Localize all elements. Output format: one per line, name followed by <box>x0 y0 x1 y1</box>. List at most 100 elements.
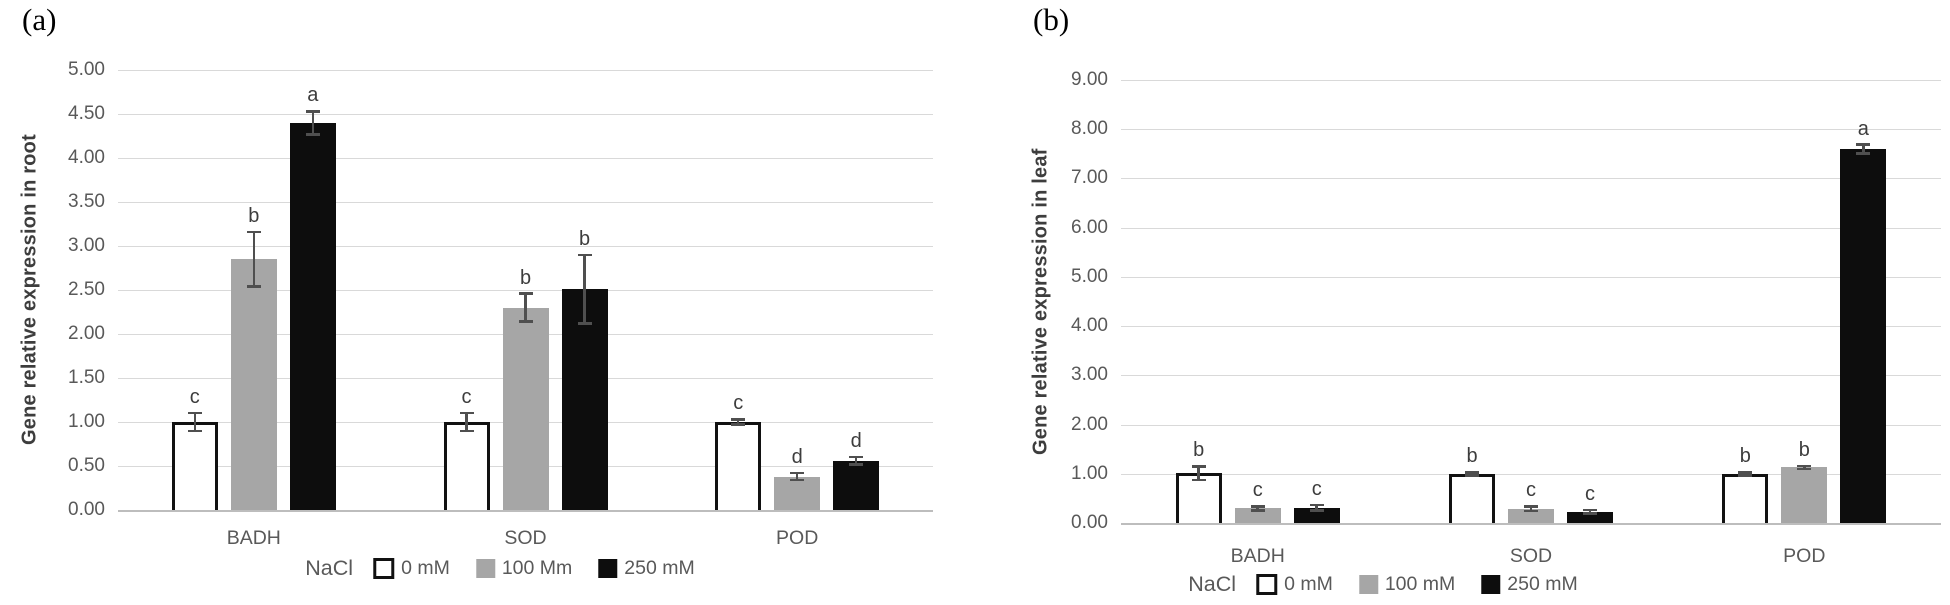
bar-sod-100mM <box>1508 508 1554 523</box>
error-bar <box>1588 509 1592 514</box>
significance-letter: d <box>791 446 803 468</box>
legend-swatch <box>475 559 495 578</box>
legend-swatch <box>373 558 395 579</box>
significance-letter: c <box>189 386 200 409</box>
y-tick-label: 5.00 <box>1071 265 1108 287</box>
error-bar <box>736 419 740 425</box>
error-bar-cap <box>1856 152 1871 155</box>
error-bar-cap <box>518 292 533 295</box>
error-bar-cap <box>1191 465 1206 468</box>
bar-badh-100Mm <box>230 259 277 510</box>
bar-pod-250mM <box>1840 148 1887 523</box>
error-bar-cap <box>790 471 805 475</box>
legend: NaCl 0 mM 100 Mm 250 mM <box>305 556 694 581</box>
y-tick-label: 9.00 <box>1071 69 1108 90</box>
error-bar-cap <box>246 230 261 234</box>
gridline <box>118 290 933 291</box>
bar-pod-100Mm <box>774 476 821 510</box>
error-bar-cap <box>187 429 202 433</box>
bar-pod-250mM <box>833 460 880 510</box>
legend-swatch <box>1481 575 1501 594</box>
error-bar <box>795 473 799 480</box>
legend-label: 250 mM <box>624 557 695 579</box>
y-tick-label: 2.00 <box>68 323 105 344</box>
bar-pod-0mM <box>1722 473 1769 523</box>
significance-letter: b <box>1193 439 1205 462</box>
significance-letter: c <box>1252 479 1263 502</box>
error-bar-cap <box>459 429 474 433</box>
bar-sod-250mM <box>1567 511 1613 523</box>
legend: NaCl 0 mM 100 mM 250 mM <box>1188 572 1577 597</box>
significance-letter: d <box>850 430 862 453</box>
error-bar-cap <box>1309 509 1324 512</box>
legend-item: 250 mM <box>598 557 695 580</box>
error-bar <box>583 254 586 324</box>
error-bar-cap <box>459 411 474 415</box>
error-bar-cap <box>1191 478 1206 482</box>
y-tick-label: 4.50 <box>68 103 105 124</box>
error-bar-cap <box>731 418 746 421</box>
legend-label: 100 Mm <box>501 557 573 579</box>
error-bar-cap <box>1797 464 1812 468</box>
x-category-label: SOD <box>1509 545 1553 567</box>
y-tick-label: 2.50 <box>68 279 105 300</box>
significance-letter: b <box>1798 438 1810 461</box>
error-bar <box>1256 506 1259 511</box>
x-category-label: SOD <box>504 527 547 549</box>
legend-swatch <box>598 559 618 578</box>
significance-letter: b <box>248 204 260 227</box>
error-bar <box>252 231 256 287</box>
legend-label: 100 mM <box>1384 573 1456 595</box>
error-bar-cap <box>1797 467 1812 471</box>
significance-letter: b <box>1739 445 1751 468</box>
panel-a: (a) Gene relative expression in root 5.0… <box>19 2 933 581</box>
x-category-label: POD <box>776 527 819 549</box>
legend-swatch <box>1256 574 1278 595</box>
gridline <box>1121 276 1941 278</box>
error-bar-cap <box>1738 474 1753 477</box>
error-bar <box>854 457 858 465</box>
gridline <box>118 158 933 159</box>
y-tick-label: 3.00 <box>68 235 105 256</box>
gridline <box>1121 375 1941 377</box>
error-bar <box>193 413 197 431</box>
error-bar-cap <box>849 463 864 466</box>
gridline <box>1121 129 1941 131</box>
legend-swatch <box>1358 575 1378 594</box>
bar-pod-0mM <box>715 422 762 510</box>
error-bar-cap <box>305 110 320 113</box>
significance-letter: b <box>1466 445 1478 468</box>
error-bar <box>1470 472 1474 476</box>
legend-item: 100 mM <box>1358 573 1456 596</box>
bar-sod-100Mm <box>502 307 549 510</box>
significance-letter: c <box>1585 482 1595 505</box>
y-tick-label: 7.00 <box>1071 167 1108 189</box>
y-tick-label: 8.00 <box>1071 118 1108 140</box>
error-bar-cap <box>790 478 805 482</box>
gridline <box>118 70 933 71</box>
bar-badh-250mM <box>1293 507 1340 523</box>
significance-letter: a <box>1857 117 1869 140</box>
y-tick-label: 0.00 <box>1071 512 1108 533</box>
error-bar <box>1315 504 1318 511</box>
x-axis-line <box>118 510 933 512</box>
y-tick-label: 1.50 <box>68 367 105 388</box>
error-bar-cap <box>1465 471 1479 474</box>
error-bar-cap <box>1524 505 1538 508</box>
y-tick-label: 3.00 <box>1071 364 1108 386</box>
x-category-label: BADH <box>226 527 281 549</box>
y-tick-label: 3.50 <box>68 191 105 212</box>
error-bar-cap <box>1465 474 1479 477</box>
error-bar <box>1862 144 1865 154</box>
error-bar-cap <box>577 253 592 257</box>
bar-sod-0mM <box>1449 473 1495 523</box>
error-bar-cap <box>1583 508 1597 511</box>
y-tick-label: 0.50 <box>68 455 105 476</box>
significance-letter: c <box>1311 477 1322 500</box>
error-bar-cap <box>187 411 202 415</box>
error-bar <box>311 111 315 135</box>
y-tick-label: 1.00 <box>68 411 105 432</box>
legend-label: 250 mM <box>1507 573 1578 595</box>
x-category-label: POD <box>1783 545 1826 567</box>
bar-badh-250mM <box>289 122 336 510</box>
